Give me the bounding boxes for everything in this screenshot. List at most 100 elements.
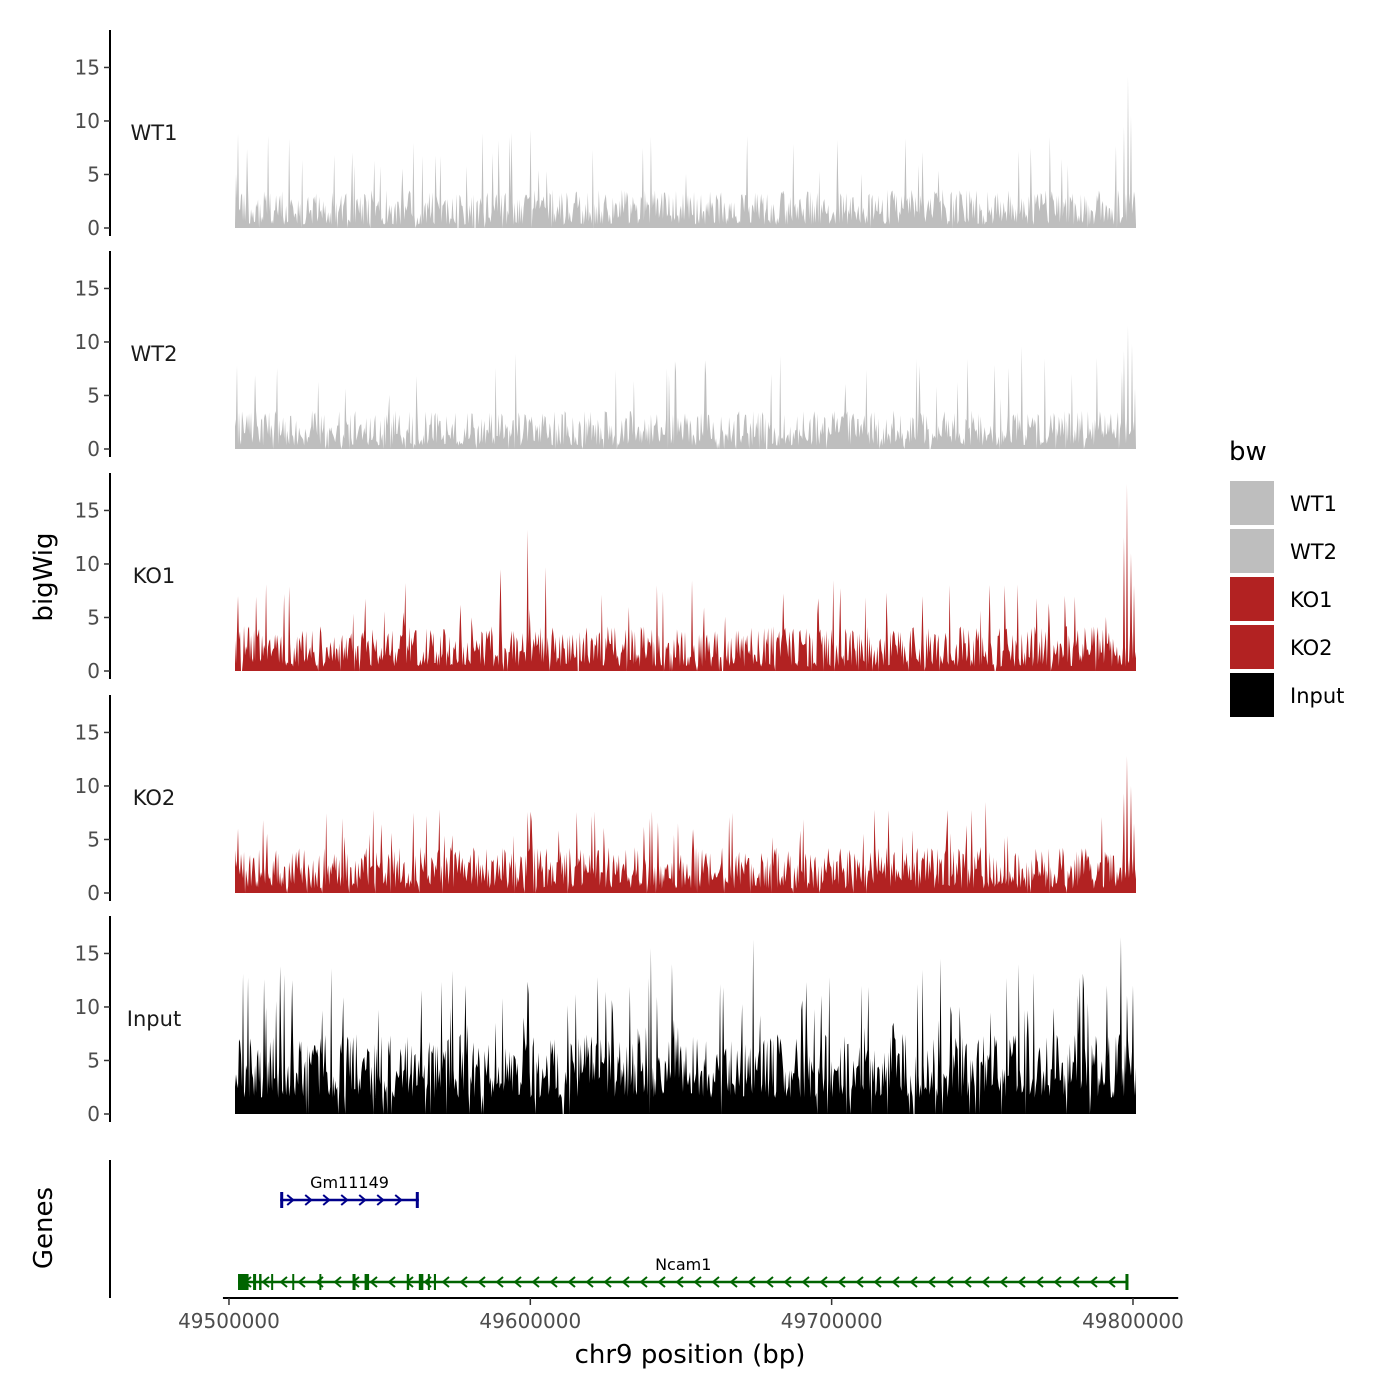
signal-area-input [235, 937, 1136, 1114]
strand-chevron [297, 1276, 306, 1288]
signal-area-wt1 [235, 76, 1136, 229]
exon [259, 1274, 262, 1290]
strand-chevron [909, 1276, 918, 1288]
bigwig-tracks: 0 5 10 15 WT1 0 5 10 15 WT2 0 5 10 15 KO1 0 5 10 15 KO2 0 5 10… [75, 30, 1136, 1126]
strand-chevron [981, 1276, 990, 1288]
strand-chevron [567, 1276, 576, 1288]
track-label-wt1: WT1 [131, 121, 178, 145]
y-tick-label-ko2-15: 15 [75, 720, 100, 744]
strand-chevron [358, 1194, 367, 1206]
strand-chevron [891, 1276, 900, 1288]
strand-chevron [819, 1276, 828, 1288]
track-ko2: 0 5 10 15 KO2 [75, 695, 1136, 905]
strand-chevron [855, 1276, 864, 1288]
exon [238, 1274, 249, 1290]
strand-chevron [783, 1276, 792, 1288]
strand-chevron [1035, 1276, 1044, 1288]
legend-label-ko2: KO2 [1290, 636, 1333, 660]
y-tick-label-wt2-10: 10 [75, 330, 100, 354]
genes-axis-title: Genes [29, 1187, 59, 1269]
strand-chevron [340, 1194, 349, 1206]
strand-chevron [304, 1194, 313, 1206]
exon [427, 1274, 430, 1290]
y-tick-label-wt2-15: 15 [75, 276, 100, 300]
strand-chevron [531, 1276, 540, 1288]
track-ko1: 0 5 10 15 KO1 [75, 473, 1136, 683]
y-tick-label-ko1-15: 15 [75, 498, 100, 522]
strand-chevron [549, 1276, 558, 1288]
exon [415, 1192, 419, 1208]
y-tick-label-ko1-10: 10 [75, 552, 100, 576]
y-tick-label-ko1-0: 0 [87, 659, 100, 683]
track-input: 0 5 10 15 Input [75, 916, 1136, 1126]
y-tick-label-input-5: 5 [87, 1048, 100, 1072]
gene-gm11149: Gm11149 [280, 1173, 419, 1208]
y-tick-label-input-10: 10 [75, 995, 100, 1019]
strand-chevron [441, 1276, 450, 1288]
strand-chevron [477, 1276, 486, 1288]
strand-chevron [873, 1276, 882, 1288]
legend: bw WT1 WT2 KO1 KO2 Input [1228, 437, 1344, 719]
y-tick-label-ko1-5: 5 [87, 605, 100, 629]
strand-chevron [387, 1276, 396, 1288]
legend-swatch-ko1 [1228, 575, 1276, 623]
gene-ncam1: Ncam1 [238, 1255, 1129, 1290]
y-tick-label-ko2-5: 5 [87, 827, 100, 851]
strand-chevron [286, 1194, 295, 1206]
track-label-wt2: WT2 [131, 342, 178, 366]
exon [280, 1192, 284, 1208]
track-label-input: Input [127, 1007, 181, 1031]
strand-chevron [459, 1276, 468, 1288]
strand-chevron [621, 1276, 630, 1288]
track-wt1: 0 5 10 15 WT1 [75, 30, 1136, 240]
y-tick-label-wt1-5: 5 [87, 162, 100, 186]
strand-chevron [1089, 1276, 1098, 1288]
strand-chevron [322, 1194, 331, 1206]
strand-chevron [837, 1276, 846, 1288]
exon [292, 1274, 295, 1290]
gene-label-ncam1: Ncam1 [655, 1255, 711, 1274]
y-tick-label-wt2-0: 0 [87, 437, 100, 461]
x-tick-label-49600000: 49600000 [479, 1309, 581, 1333]
exon [1125, 1274, 1129, 1290]
track-label-ko1: KO1 [133, 564, 176, 588]
x-tick-label-49700000: 49700000 [781, 1309, 883, 1333]
strand-chevron [261, 1276, 270, 1288]
strand-chevron [729, 1276, 738, 1288]
y-tick-label-input-15: 15 [75, 941, 100, 965]
gene-track: Gm11149 Ncam1 [109, 1160, 1129, 1298]
y-tick-label-wt2-5: 5 [87, 383, 100, 407]
x-tick-label-49800000: 49800000 [1082, 1309, 1184, 1333]
y-tick-label-wt1-0: 0 [87, 216, 100, 240]
exon [319, 1274, 322, 1290]
strand-chevron [801, 1276, 810, 1288]
track-wt2: 0 5 10 15 WT2 [75, 251, 1136, 461]
strand-chevron [1071, 1276, 1080, 1288]
strand-chevron [963, 1276, 972, 1288]
strand-chevron [394, 1194, 403, 1206]
legend-label-input: Input [1290, 684, 1344, 708]
exon [253, 1274, 257, 1290]
signal-area-ko2 [235, 756, 1136, 893]
y-tick-label-ko2-0: 0 [87, 881, 100, 905]
strand-chevron [657, 1276, 666, 1288]
legend-swatch-wt2 [1228, 527, 1276, 575]
y-tick-label-wt1-15: 15 [75, 55, 100, 79]
exon [352, 1274, 356, 1290]
strand-chevron [333, 1276, 342, 1288]
strand-chevron [585, 1276, 594, 1288]
gene-label-gm11149: Gm11149 [310, 1173, 389, 1192]
legend-swatch-wt1 [1228, 479, 1276, 527]
legend-swatch-input [1228, 671, 1276, 719]
strand-chevron [495, 1276, 504, 1288]
y-tick-label-wt1-10: 10 [75, 109, 100, 133]
x-axis: 49500000 49600000 49700000 49800000 [178, 1297, 1184, 1333]
strand-chevron [945, 1276, 954, 1288]
legend-label-ko1: KO1 [1290, 588, 1333, 612]
strand-chevron [279, 1276, 288, 1288]
x-axis-title: chr9 position (bp) [575, 1340, 806, 1370]
strand-chevron [513, 1276, 522, 1288]
strand-chevron [603, 1276, 612, 1288]
exon [406, 1274, 410, 1290]
